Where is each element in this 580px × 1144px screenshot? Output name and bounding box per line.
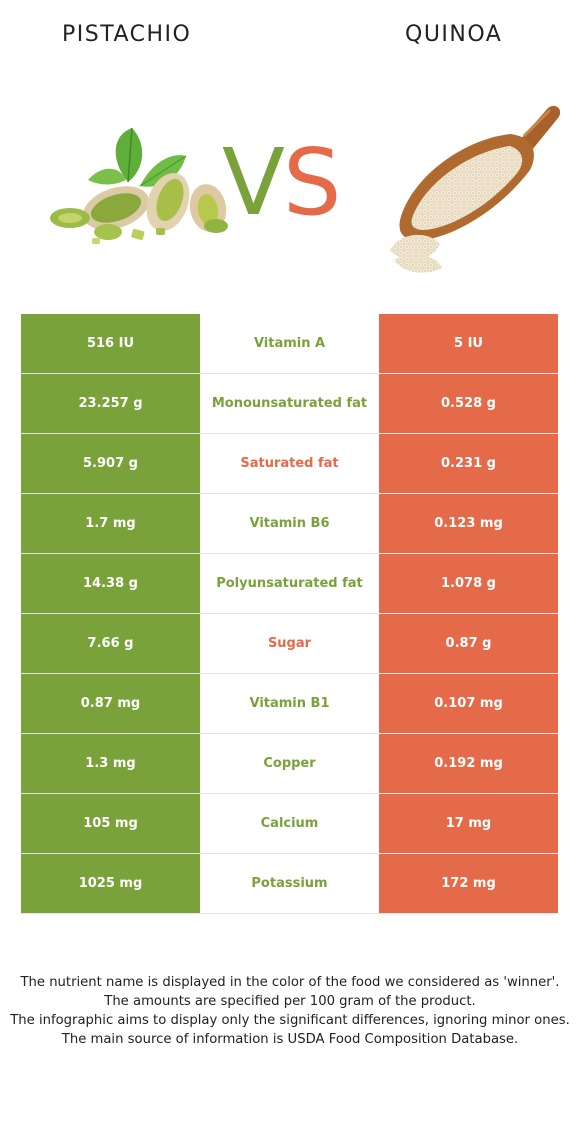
pistachio-value: 1.7 mg	[21, 494, 200, 553]
quinoa-value: 5 IU	[379, 314, 558, 373]
nutrient-name: Vitamin B6	[200, 494, 379, 553]
quinoa-value: 1.078 g	[379, 554, 558, 613]
footnote: The nutrient name is displayed in the co…	[10, 973, 570, 1049]
table-row: 1.3 mg Copper 0.192 mg	[21, 734, 558, 794]
pistachio-value: 5.907 g	[21, 434, 200, 493]
nutrient-name: Copper	[200, 734, 379, 793]
versus-letter-s: S	[282, 129, 341, 236]
nutrient-name: Vitamin A	[200, 314, 379, 373]
footnote-line: The main source of information is USDA F…	[61, 1032, 519, 1047]
pistachio-value: 516 IU	[21, 314, 200, 373]
nutrient-name: Calcium	[200, 794, 379, 853]
table-row: 23.257 g Monounsaturated fat 0.528 g	[21, 374, 558, 434]
footnote-line: The infographic aims to display only the…	[10, 1013, 570, 1028]
footnote-line: The nutrient name is displayed in the co…	[20, 975, 560, 990]
table-row: 5.907 g Saturated fat 0.231 g	[21, 434, 558, 494]
quinoa-value: 0.231 g	[379, 434, 558, 493]
pistachio-value: 0.87 mg	[21, 674, 200, 733]
footnote-line: The amounts are specified per 100 gram o…	[104, 994, 476, 1009]
nutrient-name: Vitamin B1	[200, 674, 379, 733]
table-row: 14.38 g Polyunsaturated fat 1.078 g	[21, 554, 558, 614]
quinoa-value: 0.123 mg	[379, 494, 558, 553]
table-row: 7.66 g Sugar 0.87 g	[21, 614, 558, 674]
pistachio-value: 7.66 g	[21, 614, 200, 673]
table-row: 105 mg Calcium 17 mg	[21, 794, 558, 854]
versus-letter-v: V	[222, 129, 285, 236]
pistachio-value: 23.257 g	[21, 374, 200, 433]
pistachio-value: 1.3 mg	[21, 734, 200, 793]
quinoa-value: 172 mg	[379, 854, 558, 913]
table-row: 0.87 mg Vitamin B1 0.107 mg	[21, 674, 558, 734]
pistachio-value: 105 mg	[21, 794, 200, 853]
pistachio-nuts-illustration	[50, 127, 228, 244]
quinoa-value: 0.528 g	[379, 374, 558, 433]
nutrient-name: Polyunsaturated fat	[200, 554, 379, 613]
quinoa-value: 17 mg	[379, 794, 558, 853]
quinoa-value: 0.192 mg	[379, 734, 558, 793]
table-row: 516 IU Vitamin A 5 IU	[21, 314, 558, 374]
table-row: 1025 mg Potassium 172 mg	[21, 854, 558, 914]
nutrient-name: Potassium	[200, 854, 379, 913]
quinoa-value: 0.87 g	[379, 614, 558, 673]
nutrient-comparison-table: 516 IU Vitamin A 5 IU 23.257 g Monounsat…	[21, 314, 558, 914]
quinoa-value: 0.107 mg	[379, 674, 558, 733]
quinoa-scoop-illustration	[390, 105, 561, 273]
pistachio-value: 1025 mg	[21, 854, 200, 913]
nutrient-name: Saturated fat	[200, 434, 379, 493]
quinoa-title: QUINOA	[405, 22, 503, 47]
nutrient-name: Monounsaturated fat	[200, 374, 379, 433]
pistachio-value: 14.38 g	[21, 554, 200, 613]
pistachio-title: PISTACHIO	[62, 22, 192, 47]
table-row: 1.7 mg Vitamin B6 0.123 mg	[21, 494, 558, 554]
nutrient-name: Sugar	[200, 614, 379, 673]
versus-label: VS	[222, 128, 362, 238]
